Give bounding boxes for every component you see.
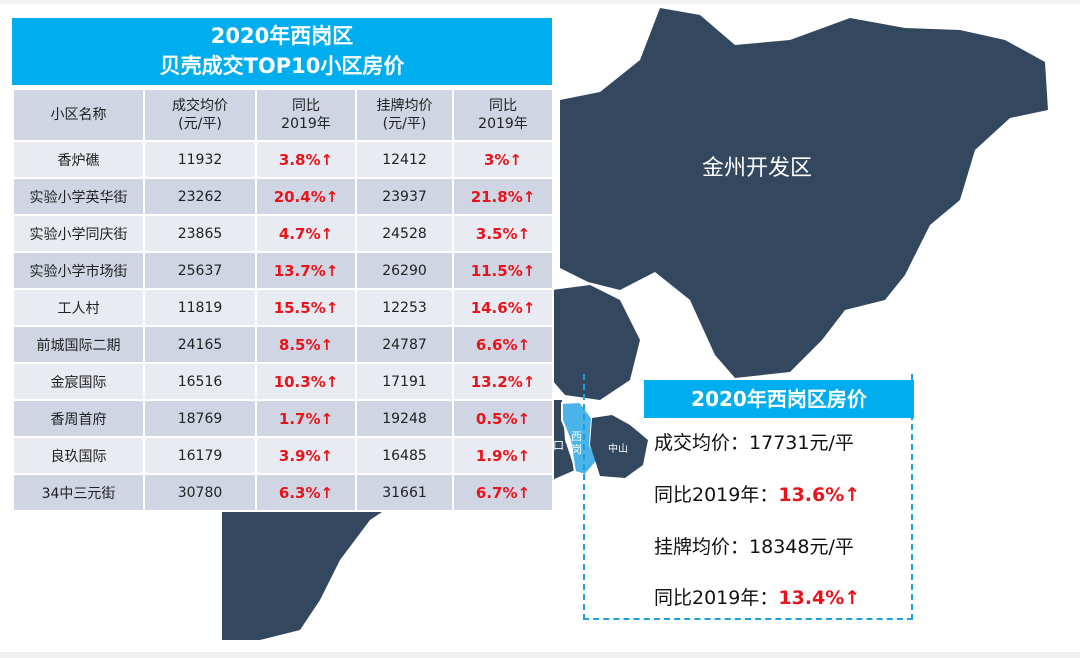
cell-deal: 16516 bbox=[143, 362, 257, 401]
table-row: 香炉礁 11932 3.8%↑ 12412 3%↑ bbox=[12, 140, 554, 179]
summary-list-yoy: 同比2019年：13.4%↑ bbox=[654, 583, 860, 610]
table-row: 工人村 11819 15.5%↑ 12253 14.6%↑ bbox=[12, 288, 554, 327]
cell-list-yoy: 6.7%↑ bbox=[452, 473, 554, 512]
cell-deal-yoy: 3.9%↑ bbox=[255, 436, 357, 475]
table-title: 2020年西岗区 贝壳成交TOP10小区房价 bbox=[12, 18, 552, 85]
cell-list: 24528 bbox=[355, 214, 454, 253]
table-title-line1: 2020年西岗区 bbox=[210, 24, 354, 48]
cell-list: 24787 bbox=[355, 325, 454, 364]
cell-list-yoy: 21.8%↑ bbox=[452, 177, 554, 216]
cell-deal-yoy: 4.7%↑ bbox=[255, 214, 357, 253]
table-row: 实验小学英华街 23262 20.4%↑ 23937 21.8%↑ bbox=[12, 177, 554, 216]
column-header: 同比 2019年 bbox=[255, 88, 357, 142]
cell-deal-yoy: 10.3%↑ bbox=[255, 362, 357, 401]
cell-list: 16485 bbox=[355, 436, 454, 475]
cell-deal: 16179 bbox=[143, 436, 257, 475]
cell-deal: 11819 bbox=[143, 288, 257, 327]
value: 13.6%↑ bbox=[778, 484, 861, 506]
column-header: 挂牌均价 (元/平) bbox=[355, 88, 454, 142]
cell-deal: 23262 bbox=[143, 177, 257, 216]
cell-list-yoy: 3%↑ bbox=[452, 140, 554, 179]
top-edge bbox=[0, 0, 1080, 4]
cell-name: 实验小学英华街 bbox=[12, 177, 145, 216]
cell-name: 前城国际二期 bbox=[12, 325, 145, 364]
cell-deal-yoy: 6.3%↑ bbox=[255, 473, 357, 512]
summary-box bbox=[583, 374, 913, 620]
cell-list-yoy: 1.9%↑ bbox=[452, 436, 554, 475]
map-label-shahekou: 口 bbox=[553, 439, 564, 452]
cell-deal: 24165 bbox=[143, 325, 257, 364]
cell-name: 香周首府 bbox=[12, 399, 145, 438]
map-label-xigang: 西岗 bbox=[571, 430, 582, 456]
cell-deal-yoy: 13.7%↑ bbox=[255, 251, 357, 290]
cell-list: 12412 bbox=[355, 140, 454, 179]
cell-name: 金宸国际 bbox=[12, 362, 145, 401]
table-row: 香周首府 18769 1.7%↑ 19248 0.5%↑ bbox=[12, 399, 554, 438]
column-header: 同比 2019年 bbox=[452, 88, 554, 142]
cell-deal-yoy: 3.8%↑ bbox=[255, 140, 357, 179]
cell-name: 工人村 bbox=[12, 288, 145, 327]
cell-deal-yoy: 1.7%↑ bbox=[255, 399, 357, 438]
map-region-shahekou bbox=[552, 400, 575, 480]
map-region-jinzhou bbox=[560, 8, 1048, 378]
cell-deal: 30780 bbox=[143, 473, 257, 512]
summary-title: 2020年西岗区房价 bbox=[644, 380, 914, 418]
cell-name: 良玖国际 bbox=[12, 436, 145, 475]
cell-deal: 11932 bbox=[143, 140, 257, 179]
table-row: 实验小学市场街 25637 13.7%↑ 26290 11.5%↑ bbox=[12, 251, 554, 290]
cell-list-yoy: 3.5%↑ bbox=[452, 214, 554, 253]
label: 同比2019年： bbox=[654, 484, 779, 506]
column-header: 小区名称 bbox=[12, 88, 145, 142]
value: 17731元/平 bbox=[749, 432, 854, 454]
summary-list-price: 挂牌均价：18348元/平 bbox=[654, 532, 854, 559]
cell-name: 实验小学市场街 bbox=[12, 251, 145, 290]
value: 18348元/平 bbox=[749, 536, 854, 558]
cell-deal-yoy: 15.5%↑ bbox=[255, 288, 357, 327]
table-title-line2: 贝壳成交TOP10小区房价 bbox=[159, 54, 405, 78]
table-row: 前城国际二期 24165 8.5%↑ 24787 6.6%↑ bbox=[12, 325, 554, 364]
cell-list: 31661 bbox=[355, 473, 454, 512]
cell-deal-yoy: 8.5%↑ bbox=[255, 325, 357, 364]
cell-list-yoy: 0.5%↑ bbox=[452, 399, 554, 438]
cell-list: 26290 bbox=[355, 251, 454, 290]
cell-deal: 23865 bbox=[143, 214, 257, 253]
map-region-xigang bbox=[561, 400, 600, 477]
top10-price-table: 2020年西岗区 贝壳成交TOP10小区房价 小区名称 成交均价 (元/平) 同比 … bbox=[12, 18, 554, 512]
cell-list-yoy: 6.6%↑ bbox=[452, 325, 554, 364]
cell-list-yoy: 11.5%↑ bbox=[452, 251, 554, 290]
table-row: 实验小学同庆街 23865 4.7%↑ 24528 3.5%↑ bbox=[12, 214, 554, 253]
cell-name: 34中三元街 bbox=[12, 473, 145, 512]
map-region-lushun bbox=[222, 500, 400, 640]
cell-list: 19248 bbox=[355, 399, 454, 438]
map-region-zhongshan bbox=[590, 415, 648, 478]
label: 挂牌均价： bbox=[654, 536, 750, 558]
cell-list: 12253 bbox=[355, 288, 454, 327]
cell-list-yoy: 13.2%↑ bbox=[452, 362, 554, 401]
cell-deal: 25637 bbox=[143, 251, 257, 290]
label: 同比2019年： bbox=[654, 587, 779, 609]
table-row: 34中三元街 30780 6.3%↑ 31661 6.7%↑ bbox=[12, 473, 554, 512]
label: 成交均价： bbox=[654, 432, 750, 454]
map-region-ganjingzi bbox=[552, 285, 640, 400]
map-label-zhongshan: 中山 bbox=[608, 444, 628, 455]
cell-deal-yoy: 20.4%↑ bbox=[255, 177, 357, 216]
cell-list-yoy: 14.6%↑ bbox=[452, 288, 554, 327]
cell-deal: 18769 bbox=[143, 399, 257, 438]
table-row: 金宸国际 16516 10.3%↑ 17191 13.2%↑ bbox=[12, 362, 554, 401]
cell-list: 17191 bbox=[355, 362, 454, 401]
cell-name: 香炉礁 bbox=[12, 140, 145, 179]
summary-deal-price: 成交均价：17731元/平 bbox=[654, 428, 854, 455]
cell-name: 实验小学同庆街 bbox=[12, 214, 145, 253]
bottom-edge bbox=[0, 652, 1080, 658]
map-label-jinzhou: 金州开发区 bbox=[702, 156, 813, 181]
cell-list: 23937 bbox=[355, 177, 454, 216]
table-row: 良玖国际 16179 3.9%↑ 16485 1.9%↑ bbox=[12, 436, 554, 475]
summary-deal-yoy: 同比2019年：13.6%↑ bbox=[654, 480, 860, 507]
column-header: 成交均价 (元/平) bbox=[143, 88, 257, 142]
value: 13.4%↑ bbox=[778, 587, 861, 609]
